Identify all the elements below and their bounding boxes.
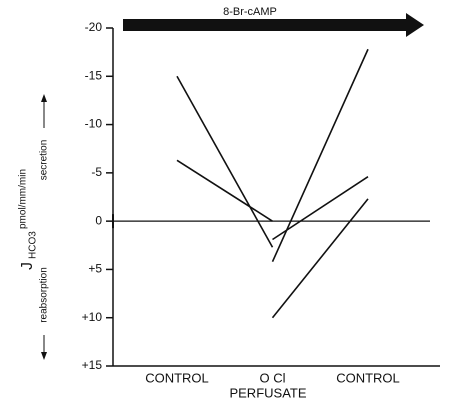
series-line [176, 159, 273, 222]
reabsorption-label: reabsorption [39, 267, 50, 323]
treatment-bar [123, 19, 408, 31]
reabsorption-arrowhead [41, 352, 47, 360]
y-label-symbol: J [19, 262, 36, 270]
y-label-unit: pmol/mm/min [18, 169, 29, 229]
y-tick-label: -15 [85, 68, 103, 82]
y-tick-label: -20 [85, 20, 103, 34]
x-tick-label: CONTROL [336, 370, 400, 385]
series-line [176, 75, 274, 248]
series-line [271, 48, 369, 263]
x-tick-label: CONTROL [145, 370, 209, 385]
y-tick-label: -10 [85, 117, 103, 131]
treatment-arrowhead [406, 13, 424, 37]
y-tick-label: -5 [91, 165, 102, 179]
y-axis-label: J HCO3 pmol/mm/min [18, 169, 39, 270]
y-tick-label: +5 [88, 262, 102, 276]
x-axis-label: PERFUSATE [229, 385, 306, 400]
x-tick-label: O Cl [260, 370, 286, 385]
y-label-subscript: HCO3 [28, 231, 39, 259]
secretion-label: secretion [39, 140, 50, 181]
secretion-arrowhead [41, 94, 47, 102]
y-tick-label: 0 [95, 213, 102, 227]
y-tick-label: +10 [82, 310, 103, 324]
series-line [272, 176, 369, 241]
series-line [271, 198, 369, 319]
y-tick-label: +15 [82, 358, 103, 372]
treatment-label: 8-Br-cAMP [223, 6, 277, 18]
